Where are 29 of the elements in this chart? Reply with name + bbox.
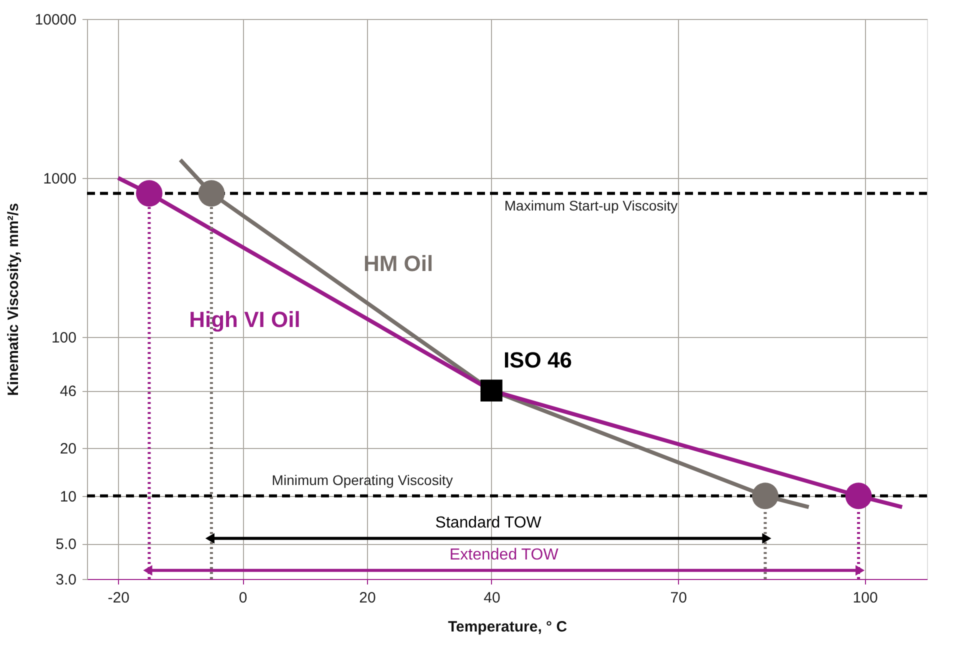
- line-series: [116, 176, 904, 510]
- x-tick-label: 20: [359, 590, 376, 606]
- x-tick-label: 100: [852, 590, 878, 606]
- y-tick-label: 46: [60, 383, 76, 400]
- y-tick-label: 20: [60, 440, 76, 458]
- ref-line-label: Maximum Start-up Viscosity: [504, 197, 678, 214]
- y-tick-label: 10000: [34, 12, 76, 28]
- point: [752, 482, 778, 510]
- point: [845, 482, 872, 510]
- point: [136, 180, 162, 207]
- series-label: ISO 46: [503, 348, 572, 373]
- y-tick-label: 100: [51, 329, 76, 346]
- x-tick-label: 40: [484, 590, 500, 606]
- line-series: [178, 158, 811, 510]
- x-tick-label: 0: [238, 590, 248, 606]
- ref-line-label: Minimum Operating Viscosity: [272, 472, 453, 488]
- y-tick-label: 10: [60, 488, 76, 506]
- series-label: Standard TOW: [435, 514, 542, 532]
- y-tick-label: 5.0: [56, 536, 76, 554]
- x-tick-label: 70: [670, 590, 687, 606]
- point: [198, 180, 225, 207]
- series-label: High VI Oil: [189, 306, 300, 332]
- series-label: Extended TOW: [449, 546, 560, 564]
- point: [480, 380, 502, 402]
- x-tick-label: -20: [108, 590, 130, 606]
- y-tick-label: 3.0: [56, 572, 76, 588]
- x-axis-title: Temperature, ° C: [448, 618, 568, 636]
- y-axis-title: Kinematic Viscosity, mm²/s: [4, 203, 22, 396]
- y-tick-label: 1000: [43, 170, 76, 188]
